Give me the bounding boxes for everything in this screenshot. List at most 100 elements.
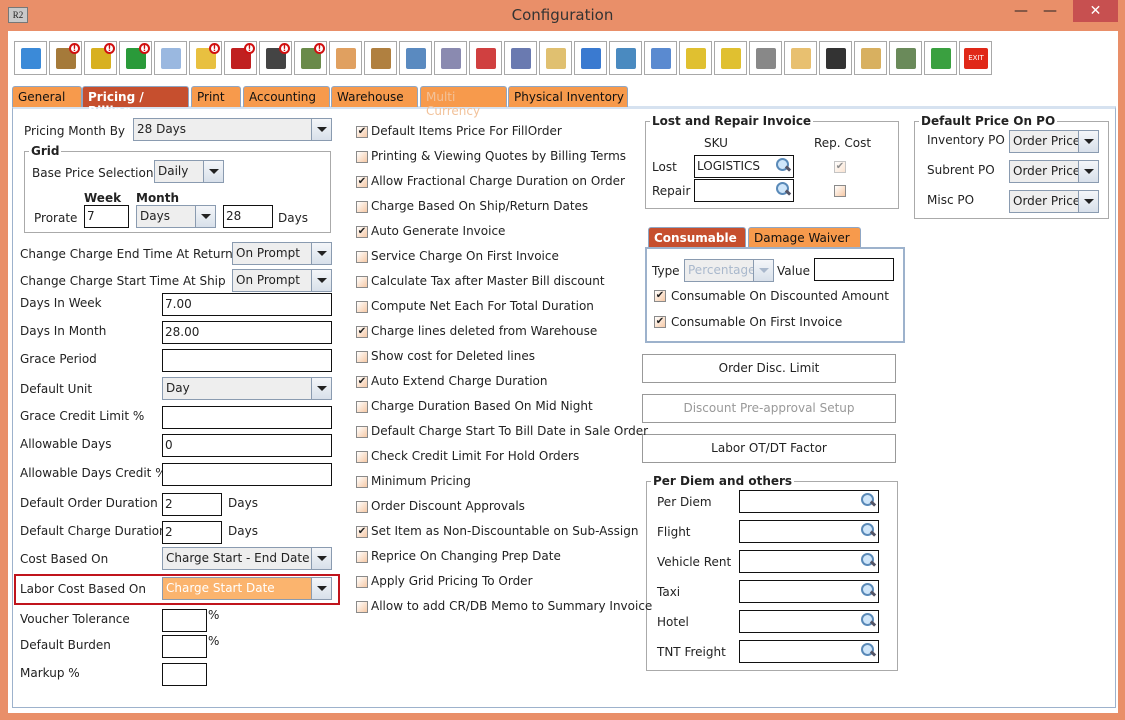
prorate-week-input[interactable]: 7 — [84, 205, 129, 228]
toolbar-button-gears[interactable] — [434, 41, 467, 75]
minimize-button[interactable]: — — [1043, 3, 1057, 19]
days-in-week-input[interactable]: 7.00 — [162, 293, 332, 316]
search-icon[interactable] — [775, 181, 791, 197]
tab-physical-inventory[interactable]: Physical Inventory — [508, 86, 628, 107]
subrent-po-select[interactable]: Order Price — [1009, 160, 1099, 183]
option-checkbox[interactable] — [356, 501, 368, 513]
tab-damage-waiver[interactable]: Damage Waiver — [748, 227, 861, 248]
chevron-down-icon[interactable] — [311, 578, 331, 599]
prorate-month-unit-select[interactable]: Days — [136, 205, 216, 228]
tab-print[interactable]: Print — [191, 86, 241, 107]
grace-credit-input[interactable] — [162, 406, 332, 429]
option-checkbox[interactable] — [356, 451, 368, 463]
option-checkbox[interactable] — [356, 351, 368, 363]
toolbar-button-exit[interactable]: EXIT — [959, 41, 992, 75]
option-checkbox[interactable]: ✔ — [356, 326, 368, 338]
repair-rep-cost-checkbox[interactable] — [834, 185, 846, 197]
order-duration-input[interactable]: 2 — [162, 493, 222, 516]
toolbar-button-invoice[interactable]: ! — [119, 41, 152, 75]
option-checkbox[interactable]: ✔ — [356, 376, 368, 388]
toolbar-button-ruler-triangle[interactable] — [399, 41, 432, 75]
toolbar-button-transfer[interactable] — [924, 41, 957, 75]
toolbar-button-calculator-sheet[interactable]: ! — [294, 41, 327, 75]
chevron-down-icon[interactable] — [753, 260, 773, 281]
option-checkbox[interactable] — [356, 551, 368, 563]
repair-sku-input[interactable] — [694, 179, 794, 202]
per-diem-row-input[interactable] — [739, 490, 879, 513]
tab-warehouse[interactable]: Warehouse — [331, 86, 418, 107]
tab-general[interactable]: General — [12, 86, 82, 107]
per-diem-row-input[interactable] — [739, 610, 879, 633]
default-unit-select[interactable]: Day — [162, 377, 332, 400]
chevron-down-icon[interactable] — [1078, 161, 1098, 182]
close-button[interactable]: ✕ — [1073, 0, 1118, 22]
labor-cost-based-on-select[interactable]: Charge Start Date — [162, 577, 332, 600]
per-diem-row-input[interactable] — [739, 520, 879, 543]
consumable-discounted-checkbox[interactable]: ✔ — [654, 290, 666, 302]
tab-multi-currency[interactable]: Multi Currency — [420, 86, 507, 118]
toolbar-button-folder-clock[interactable] — [539, 41, 572, 75]
toolbar-button-document-cubes[interactable] — [609, 41, 642, 75]
chevron-down-icon[interactable] — [1078, 131, 1098, 152]
toolbar-button-card-edit[interactable] — [574, 41, 607, 75]
chevron-down-icon[interactable] — [311, 270, 331, 291]
option-checkbox[interactable] — [356, 151, 368, 163]
order-disc-limit-button[interactable]: Order Disc. Limit — [642, 354, 896, 383]
start-time-select[interactable]: On Prompt — [232, 269, 332, 292]
grace-period-input[interactable] — [162, 349, 332, 372]
minimize-icon[interactable]: — — [1014, 3, 1028, 19]
toolbar-button-form[interactable]: ! — [189, 41, 222, 75]
option-checkbox[interactable]: ✔ — [356, 126, 368, 138]
search-icon[interactable] — [860, 522, 876, 538]
charge-duration-input[interactable]: 2 — [162, 521, 222, 544]
cost-based-on-select[interactable]: Charge Start - End Date — [162, 547, 332, 570]
option-checkbox[interactable] — [356, 601, 368, 613]
toolbar-button-save[interactable] — [14, 41, 47, 75]
search-icon[interactable] — [775, 157, 791, 173]
toolbar-button-edit-document[interactable] — [154, 41, 187, 75]
toolbar-button-chess-cubes[interactable] — [819, 41, 852, 75]
toolbar-button-shield-binoculars[interactable] — [679, 41, 712, 75]
toolbar-button-scanner-gear[interactable] — [749, 41, 782, 75]
toolbar-button-shipping[interactable]: ! — [49, 41, 82, 75]
toolbar-button-grid[interactable]: ! — [259, 41, 292, 75]
end-time-select[interactable]: On Prompt — [232, 242, 332, 265]
search-icon[interactable] — [860, 642, 876, 658]
toolbar-button-folder-lock[interactable] — [784, 41, 817, 75]
option-checkbox[interactable] — [356, 201, 368, 213]
per-diem-row-input[interactable] — [739, 580, 879, 603]
toolbar-button-cubes[interactable] — [469, 41, 502, 75]
misc-po-select[interactable]: Order Price — [1009, 190, 1099, 213]
search-icon[interactable] — [860, 552, 876, 568]
chevron-down-icon[interactable] — [311, 378, 331, 399]
option-checkbox[interactable] — [356, 251, 368, 263]
chevron-down-icon[interactable] — [195, 206, 215, 227]
toolbar-button-calculator-gear[interactable] — [889, 41, 922, 75]
discount-preapproval-button[interactable]: Discount Pre-approval Setup — [642, 394, 896, 423]
search-icon[interactable] — [860, 492, 876, 508]
option-checkbox[interactable] — [356, 426, 368, 438]
chevron-down-icon[interactable] — [311, 119, 331, 140]
lost-sku-input[interactable]: LOGISTICS — [694, 155, 794, 178]
tab-pricing-billing[interactable]: Pricing / Billing — [82, 86, 189, 118]
allowable-days-input[interactable]: 0 — [162, 434, 332, 457]
labor-ot-dt-factor-button[interactable]: Labor OT/DT Factor — [642, 434, 896, 463]
days-in-month-input[interactable]: 28.00 — [162, 321, 332, 344]
toolbar-button-folder-gear[interactable] — [854, 41, 887, 75]
chevron-down-icon[interactable] — [311, 243, 331, 264]
chevron-down-icon[interactable] — [1078, 191, 1098, 212]
lost-rep-cost-checkbox[interactable]: ✔ — [834, 161, 846, 173]
toolbar-button-dollar-gear[interactable] — [504, 41, 537, 75]
default-burden-input[interactable] — [162, 635, 207, 658]
markup-input[interactable] — [162, 663, 207, 686]
option-checkbox[interactable]: ✔ — [356, 176, 368, 188]
search-icon[interactable] — [860, 612, 876, 628]
chevron-down-icon[interactable] — [203, 161, 223, 182]
voucher-tolerance-input[interactable] — [162, 609, 207, 632]
search-icon[interactable] — [860, 582, 876, 598]
option-checkbox[interactable] — [356, 301, 368, 313]
pricing-month-by-select[interactable]: 28 Days — [133, 118, 332, 141]
allowable-days-credit-input[interactable] — [162, 463, 332, 486]
toolbar-button-lock-arrow[interactable] — [329, 41, 362, 75]
base-price-select[interactable]: Daily — [154, 160, 224, 183]
